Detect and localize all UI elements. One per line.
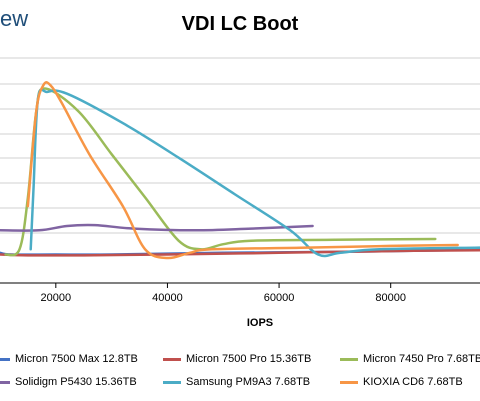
legend-swatch (340, 357, 358, 361)
series-lines (0, 81, 480, 260)
chart-title: VDI LC Boot (181, 13, 299, 35)
series-line-samsung-pm9a3-7-68tb (29, 88, 480, 258)
series-line-micron-7500-pro-15-36tb (0, 248, 480, 257)
x-tick-label: 60000 (264, 292, 295, 304)
legend: Micron 7500 Max 12.8TB Micron 7500 Pro 15… (0, 345, 480, 401)
legend-label: Samsung PM9A3 7.68TB (186, 376, 311, 388)
legend-item: Micron 7500 Pro 15.36TB (163, 353, 311, 365)
legend-label: Micron 7500 Pro 15.36TB (186, 353, 312, 365)
legend-swatch (163, 357, 181, 361)
legend-label: Micron 7500 Max 12.8TB (15, 353, 138, 365)
x-axis-label: IOPS (246, 317, 274, 329)
legend-item: KIOXIA CD6 7.68TB (340, 376, 463, 388)
legend-item: Micron 7450 Pro 7.68TB (340, 353, 480, 365)
brand-logo-text: ew (0, 6, 29, 31)
legend-swatch (0, 357, 10, 361)
legend-swatch (0, 380, 10, 384)
gridlines (0, 57, 480, 234)
legend-swatch (163, 380, 181, 384)
legend-label: KIOXIA CD6 7.68TB (363, 376, 463, 388)
x-tick-label: 40000 (152, 292, 183, 304)
series-line-solidigm-p5430-15-36tb (0, 223, 314, 232)
legend-label: Micron 7450 Pro 7.68TB (363, 353, 480, 365)
legend-item: Micron 7500 Max 12.8TB (0, 353, 138, 365)
plot-area: 20000 40000 60000 80000 (0, 57, 480, 304)
series-line-kioxia-cd6-7-68tb (26, 81, 459, 260)
x-axis: 20000 40000 60000 80000 (0, 282, 480, 304)
x-tick-label: 20000 (41, 292, 72, 304)
legend-swatch (340, 380, 358, 384)
legend-label: Solidigm P5430 15.36TB (15, 376, 137, 388)
legend-item: Solidigm P5430 15.36TB (0, 376, 137, 388)
legend-item: Samsung PM9A3 7.68TB (163, 376, 310, 388)
x-tick-label: 80000 (375, 292, 406, 304)
